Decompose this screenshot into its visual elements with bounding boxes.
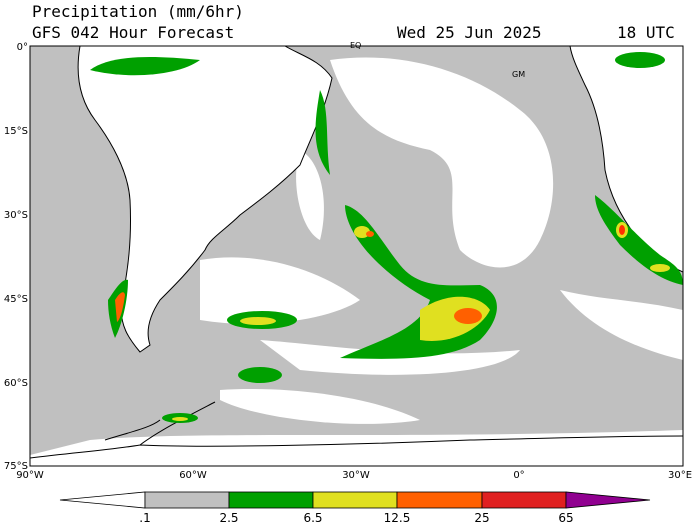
lat-label: 75°S: [4, 461, 28, 472]
lon-label: 0°: [513, 470, 524, 481]
lon-label: 90°W: [16, 470, 44, 481]
lat-label: 0°: [17, 42, 28, 53]
title: Precipitation (mm/6hr): [32, 2, 244, 21]
legend-label: 65: [558, 511, 573, 525]
time: 18 UTC: [617, 23, 675, 42]
lat-label: 30°S: [4, 210, 28, 221]
legend-label: 12.5: [384, 511, 411, 525]
legend-label: 2.5: [219, 511, 238, 525]
lon-label: 30°E: [668, 470, 692, 481]
lon-label: 60°W: [179, 470, 207, 481]
subtitle: GFS 042 Hour Forecast: [32, 23, 234, 42]
legend-label: 25: [474, 511, 489, 525]
lat-label: 15°S: [4, 126, 28, 137]
legend-label: .1: [139, 511, 150, 525]
marker-label: GM: [512, 70, 525, 79]
lat-label: 60°S: [4, 378, 28, 389]
lat-label: 45°S: [4, 294, 28, 305]
legend-label: 6.5: [303, 511, 322, 525]
map: [30, 46, 683, 466]
lon-label: 30°W: [342, 470, 370, 481]
date: Wed 25 Jun 2025: [397, 23, 542, 42]
colorbar: [59, 491, 651, 509]
marker-label: EQ: [350, 41, 361, 50]
